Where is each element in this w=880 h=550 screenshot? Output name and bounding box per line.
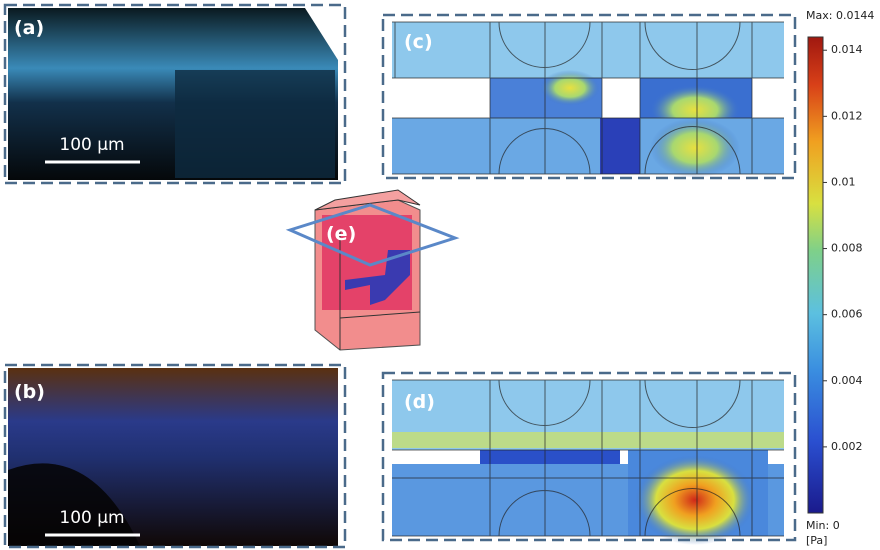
scale-text: 100 μm: [59, 135, 124, 155]
colorbar-tick-label: 0.004: [831, 374, 863, 387]
panel-label: (a): [14, 17, 44, 39]
colorbar-tick-label: 0.006: [831, 308, 863, 321]
colorbar-tick-label: 0.01: [831, 175, 856, 188]
panel-label: (b): [14, 381, 45, 403]
panel-label: (c): [404, 31, 433, 53]
colorbar-max: Max: 0.0144: [806, 9, 874, 22]
colorbar-tick-label: 0.012: [831, 109, 863, 122]
panel-label: (e): [326, 223, 356, 245]
colorbar-tick-label: 0.014: [831, 43, 863, 56]
figure: (a) 100 μm (b) 100 μm (c) (d) (e) Max: 0…: [0, 0, 880, 550]
scale-text: 100 μm: [59, 508, 124, 528]
colorbar-tick-label: 0.002: [831, 440, 863, 453]
colorbar-unit: [Pa]: [806, 534, 827, 547]
simulation-d: [392, 380, 784, 545]
panel-label: (d): [404, 391, 435, 413]
simulation-c: [392, 22, 784, 178]
colorbar-tick-label: 0.008: [831, 242, 863, 255]
device-3d: [290, 190, 455, 350]
colorbar: [808, 37, 823, 513]
image-region: [175, 70, 335, 178]
colorbar-min: Min: 0: [806, 519, 840, 532]
